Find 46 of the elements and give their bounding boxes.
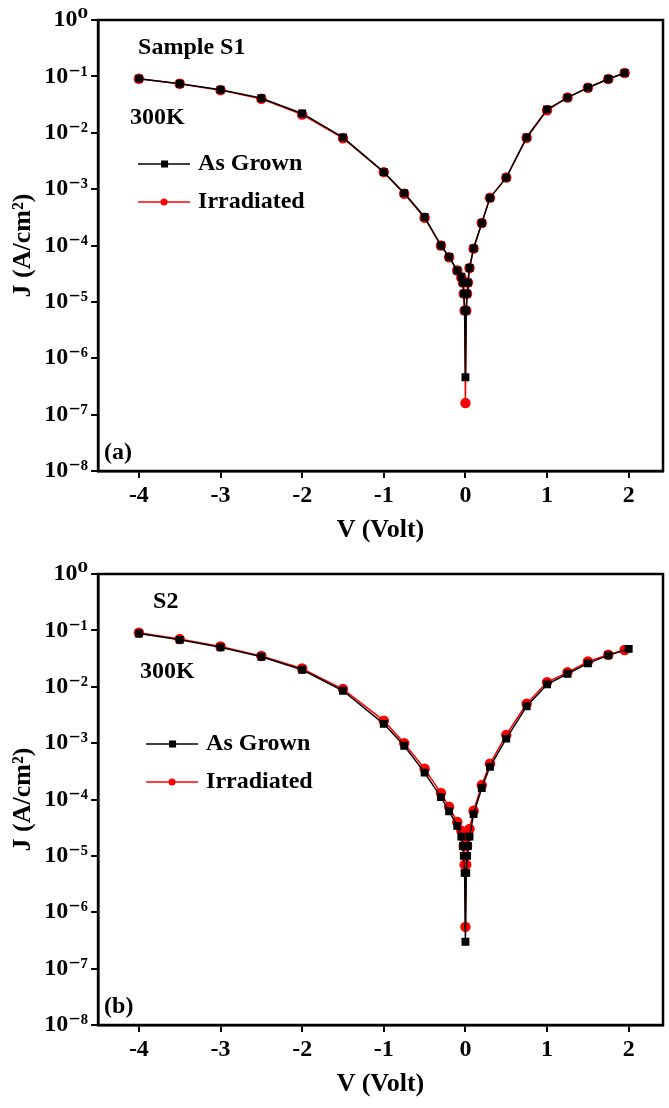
annotation: 300K: [130, 103, 186, 130]
annotation: 300K: [140, 657, 196, 684]
y-tick-label: 10⁻²: [44, 117, 89, 144]
y-tick-label: 10⁻³: [44, 728, 89, 755]
y-tick-label: 10⁻⁶: [44, 343, 89, 370]
legend-label: As Grown: [198, 149, 303, 176]
y-tick-label: 10⁻⁸: [44, 456, 89, 483]
x-tick-label: -2: [292, 480, 313, 507]
x-tick-label: -1: [373, 1034, 394, 1061]
x-axis-title: V (Volt): [336, 1068, 425, 1098]
x-tick-label: 1: [541, 480, 554, 507]
y-axis-title: J (A/cm²): [7, 193, 37, 298]
legend-label: As Grown: [206, 729, 311, 756]
y-tick-label: 10⁰: [53, 5, 89, 32]
y-tick-label: 10⁻⁵: [44, 841, 89, 868]
y-tick-label: 10⁰: [53, 559, 89, 586]
annotation: (a): [104, 438, 133, 465]
annotation: Sample S1: [138, 33, 246, 60]
y-tick-label: 10⁻⁷: [44, 953, 89, 980]
y-tick-label: 10⁻⁶: [44, 897, 89, 924]
y-tick-label: 10⁻⁴: [44, 784, 89, 811]
x-tick-label: -2: [292, 1034, 313, 1061]
x-tick-label: 2: [622, 480, 635, 507]
x-tick-label: -3: [210, 480, 231, 507]
y-tick-label: 10⁻⁸: [44, 1010, 89, 1037]
y-axis-title: J (A/cm²): [7, 747, 37, 852]
y-tick-label: 10⁻⁷: [44, 399, 89, 426]
x-tick-label: 2: [622, 1034, 635, 1061]
annotation: (b): [104, 992, 134, 1019]
x-tick-label: -1: [373, 480, 394, 507]
legend-label: Irradiated: [206, 767, 314, 794]
y-tick-label: 10⁻⁵: [44, 287, 89, 314]
y-tick-label: 10⁻³: [44, 174, 89, 201]
x-tick-label: -4: [128, 480, 149, 507]
x-tick-label: 0: [459, 480, 472, 507]
x-axis-title: V (Volt): [336, 514, 425, 544]
y-tick-label: 10⁻¹: [44, 61, 89, 88]
x-tick-label: 1: [541, 1034, 554, 1061]
y-tick-label: 10⁻²: [44, 671, 89, 698]
y-tick-label: 10⁻¹: [44, 615, 89, 642]
legend-label: Irradiated: [198, 187, 306, 214]
x-tick-label: -3: [210, 1034, 231, 1061]
annotation: S2: [153, 587, 179, 614]
y-tick-label: 10⁻⁴: [44, 230, 89, 257]
x-tick-label: 0: [459, 1034, 472, 1061]
x-tick-label: -4: [128, 1034, 149, 1061]
